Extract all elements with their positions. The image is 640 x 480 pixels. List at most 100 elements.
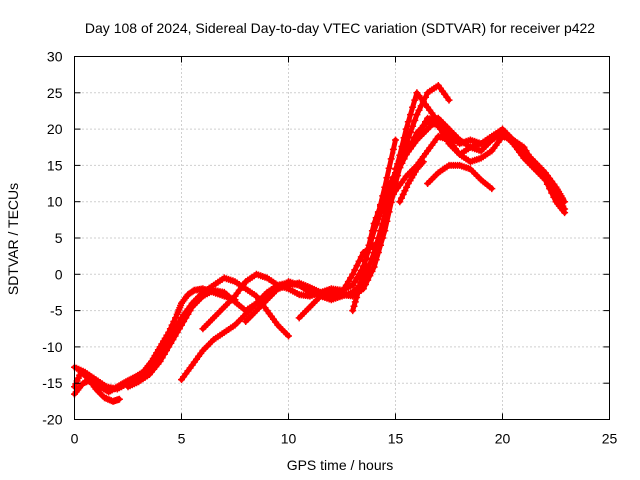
data-point-marker [377, 209, 384, 217]
data-point-marker [163, 347, 170, 354]
data-point-marker [156, 357, 164, 365]
series-pass-5 [178, 241, 378, 384]
data-point-marker [353, 262, 361, 270]
data-point-marker [385, 164, 393, 172]
data-point-marker [353, 294, 361, 301]
data-point-marker [372, 221, 380, 229]
data-point-marker [383, 201, 391, 209]
data-point-marker [368, 234, 376, 242]
x-tick-label: 25 [602, 431, 618, 447]
data-point-marker [169, 336, 177, 344]
data-point-marker [445, 96, 453, 104]
data-point-marker [548, 189, 556, 197]
y-tick-label: -20 [42, 412, 62, 428]
data-point-marker [404, 134, 412, 142]
data-point-marker [172, 314, 179, 322]
data-point-marker [180, 318, 188, 325]
data-point-marker [178, 321, 185, 329]
data-point-marker [407, 128, 414, 136]
data-point-marker [392, 172, 399, 180]
data-point-marker [411, 116, 419, 124]
data-point-marker [550, 193, 558, 201]
data-point-marker [359, 263, 367, 271]
data-point-marker [389, 190, 397, 198]
data-point-marker [413, 111, 421, 119]
data-point-marker [381, 227, 389, 235]
data-point-marker [383, 217, 391, 225]
data-point-marker [171, 332, 179, 340]
data-point-marker [434, 122, 442, 129]
data-point-marker [385, 198, 393, 206]
data-point-marker [349, 270, 357, 278]
data-point-marker [409, 122, 417, 130]
data-point-marker [356, 279, 364, 287]
data-point-marker [351, 266, 359, 274]
y-tick-label: 15 [47, 157, 63, 173]
y-tick-label: 10 [47, 194, 63, 210]
data-point-marker [377, 241, 384, 249]
y-tick-label: -5 [50, 303, 63, 319]
x-tick-label: 0 [71, 431, 79, 447]
data-point-marker [422, 93, 429, 101]
data-point-marker [389, 145, 397, 153]
data-point-marker [374, 249, 382, 256]
y-tick-label: 0 [55, 266, 63, 282]
data-point-marker [415, 106, 423, 114]
data-point-marker [387, 155, 395, 163]
data-point-marker [370, 227, 378, 235]
data-point-marker [351, 278, 359, 286]
data-point-marker [285, 332, 292, 340]
data-point-marker [419, 98, 427, 105]
data-point-marker [399, 190, 407, 198]
data-point-marker [396, 198, 404, 206]
data-point-marker [160, 350, 168, 358]
y-tick-label: -10 [42, 339, 62, 355]
data-point-marker [173, 328, 181, 336]
data-point-marker [387, 194, 395, 202]
axes: 0 5 10 15 20 25 -20 -15 -10 -5 0 5 10 15 20 25 30 [42, 49, 617, 447]
data-point-marker [379, 234, 387, 242]
data-point-marker [350, 302, 358, 310]
y-tick-label: 25 [47, 85, 63, 101]
data-point-marker [488, 185, 496, 193]
data-point-marker [368, 267, 376, 275]
y-tick-label: -15 [42, 375, 62, 391]
data-traces [71, 82, 569, 405]
data-point-marker [385, 208, 393, 216]
x-axis-label: GPS time / hours [287, 457, 394, 473]
x-tick-label: 15 [388, 431, 404, 447]
data-point-marker [358, 273, 366, 281]
data-point-marker [115, 395, 123, 403]
data-point-marker [182, 314, 190, 322]
x-tick-label: 20 [495, 431, 511, 447]
series-pass-12 [392, 114, 569, 206]
data-point-marker [165, 343, 173, 351]
data-point-marker [366, 272, 374, 280]
data-point-marker [407, 111, 414, 119]
data-point-marker [392, 136, 399, 144]
data-point-marker [403, 183, 411, 191]
data-point-marker [409, 103, 417, 111]
data-point-marker [175, 325, 183, 333]
data-point-marker [389, 177, 397, 185]
data-point-marker [381, 205, 389, 213]
data-point-marker [419, 158, 427, 166]
data-point-marker [374, 215, 382, 223]
data-point-marker [526, 154, 534, 162]
data-point-marker [436, 125, 444, 133]
data-point-marker [186, 307, 194, 315]
data-point-marker [355, 257, 363, 265]
series-pass-13 [424, 161, 496, 193]
data-point-marker [349, 307, 357, 315]
data-point-marker [351, 298, 359, 306]
data-point-marker [354, 289, 362, 297]
chart-title: Day 108 of 2024, Sidereal Day-to-day VTE… [85, 20, 595, 36]
series-pass-14 [396, 158, 427, 206]
x-tick-label: 10 [281, 431, 297, 447]
data-point-marker [524, 151, 532, 158]
data-point-marker [385, 188, 393, 195]
trace-line [179, 242, 377, 383]
data-point-marker [404, 118, 412, 126]
data-point-marker [355, 285, 363, 293]
